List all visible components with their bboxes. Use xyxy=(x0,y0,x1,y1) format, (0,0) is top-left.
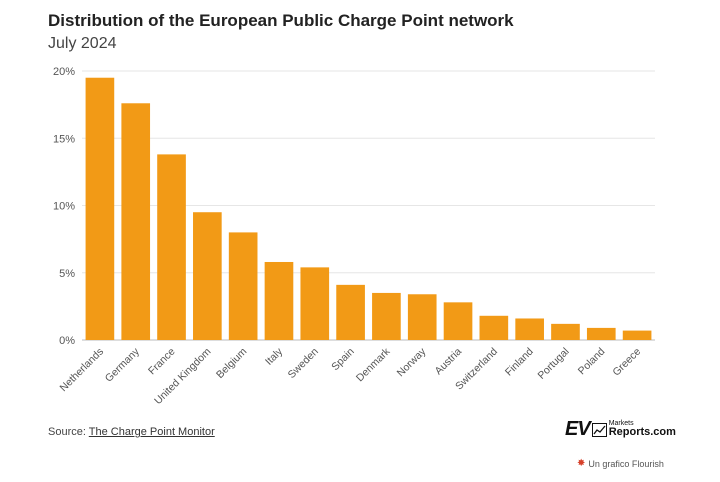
x-tick-label: Poland xyxy=(576,346,608,378)
bar-italy[interactable] xyxy=(264,261,294,340)
x-tick-label: Belgium xyxy=(214,345,249,380)
y-tick-label: 15% xyxy=(53,133,75,145)
x-tick-label: Greece xyxy=(610,346,643,379)
source-link[interactable]: The Charge Point Monitor xyxy=(88,426,215,438)
source-prefix: Source: xyxy=(48,426,89,438)
bar-poland[interactable] xyxy=(586,327,616,340)
bar-norway[interactable] xyxy=(407,294,437,340)
bar-spain[interactable] xyxy=(336,284,365,340)
y-tick-label: 20% xyxy=(53,66,75,78)
y-tick-label: 10% xyxy=(53,201,75,213)
bar-switzerland[interactable] xyxy=(479,315,509,340)
bar-austria[interactable] xyxy=(443,302,473,340)
y-tick-label: 0% xyxy=(59,335,75,347)
bar-netherlands[interactable] xyxy=(85,77,115,340)
x-tick-label: Germany xyxy=(103,345,143,385)
x-tick-label: Netherlands xyxy=(58,346,107,395)
bar-belgium[interactable] xyxy=(228,232,258,340)
bar-united-kingdom[interactable] xyxy=(193,212,222,340)
x-tick-label: Denmark xyxy=(354,345,393,384)
x-tick-label: Portugal xyxy=(535,346,571,382)
x-tick-label: Italy xyxy=(263,345,286,368)
bar-greece[interactable] xyxy=(622,330,652,340)
chart-title: Distribution of the European Public Char… xyxy=(48,11,514,30)
evmarketsreports-logo[interactable]: EV Markets Reports.com xyxy=(565,418,676,441)
x-tick-label: Austria xyxy=(433,346,465,378)
source-note: Source: The Charge Point Monitor xyxy=(48,426,215,438)
flourish-icon: ✸ xyxy=(577,458,586,469)
flourish-credit[interactable]: ✸ Un grafico Flourish xyxy=(577,458,664,469)
y-tick-label: 5% xyxy=(59,268,75,280)
x-tick-label: Norway xyxy=(395,345,429,379)
x-tick-label: Spain xyxy=(329,346,357,374)
bar-germany[interactable] xyxy=(121,103,151,340)
logo-markets-text: Markets xyxy=(608,420,634,427)
y-axis: 0% 5% 10% 15% 20% xyxy=(53,66,75,347)
flourish-label: Un grafico Flourish xyxy=(588,458,664,469)
bars xyxy=(85,77,652,340)
bar-finland[interactable] xyxy=(515,318,544,340)
logo-ev-text: EV xyxy=(565,418,591,440)
logo-reports-text: Reports.com xyxy=(608,426,676,438)
chart-subtitle: July 2024 xyxy=(48,35,117,52)
bar-denmark[interactable] xyxy=(372,292,401,340)
x-tick-label: Finland xyxy=(503,346,536,379)
chart-trend-icon xyxy=(591,423,607,437)
x-tick-label: Sweden xyxy=(286,346,321,381)
bar-portugal[interactable] xyxy=(551,323,580,340)
x-tick-label: France xyxy=(146,346,178,378)
bar-france[interactable] xyxy=(157,154,186,340)
bar-sweden[interactable] xyxy=(300,267,330,340)
